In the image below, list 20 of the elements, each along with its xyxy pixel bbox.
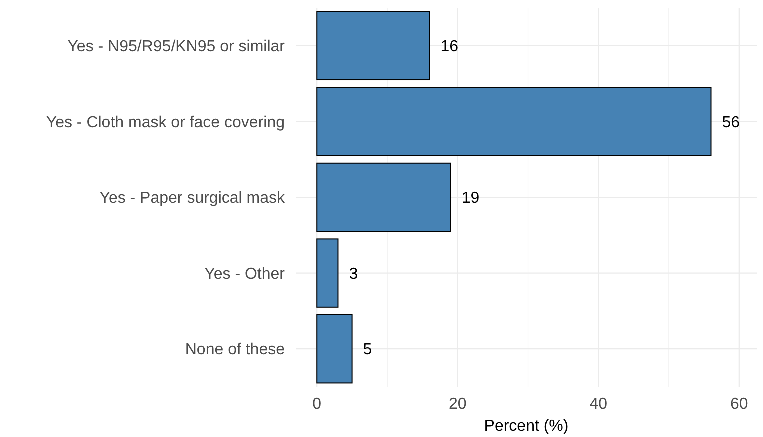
- bar: [316, 162, 452, 232]
- bar: [316, 314, 353, 384]
- y-tick-label: Yes - N95/R95/KN95 or similar: [68, 38, 286, 56]
- data-label: 19: [462, 190, 480, 208]
- bar: [316, 87, 712, 156]
- x-tick-label: 0: [312, 396, 322, 413]
- y-tick-label: Yes - Paper surgical mask: [100, 190, 286, 208]
- y-tick-label: Yes - Other: [204, 266, 286, 283]
- bar: [316, 238, 339, 308]
- y-tick-label: None of these: [185, 342, 286, 359]
- x-tick-label: 40: [590, 396, 608, 413]
- y-tick-label: Yes - Cloth mask or face covering: [46, 114, 285, 132]
- data-label: 56: [722, 114, 740, 132]
- x-axis-title: Percent (%): [484, 418, 569, 435]
- data-label: 5: [363, 342, 372, 359]
- x-tick-label: 60: [730, 396, 748, 413]
- data-label: 16: [440, 38, 459, 56]
- bar: [316, 11, 430, 81]
- data-label: 3: [349, 266, 358, 283]
- x-tick-label: 20: [448, 396, 467, 413]
